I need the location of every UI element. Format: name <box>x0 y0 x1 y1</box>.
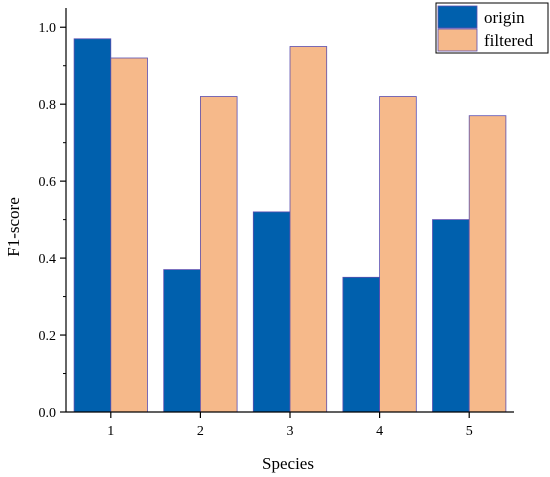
legend: origin filtered <box>435 2 549 54</box>
bar-filtered-4 <box>379 96 417 413</box>
x-tick-label: 4 <box>376 424 383 439</box>
y-tick-label: 0.8 <box>39 98 57 113</box>
legend-label-filtered: filtered <box>484 31 534 50</box>
legend-swatch-origin <box>437 5 478 29</box>
x-tick-label: 5 <box>466 424 473 439</box>
x-tick-label: 1 <box>107 424 114 439</box>
legend-label-origin: origin <box>484 8 525 27</box>
x-tick-label: 3 <box>287 424 294 439</box>
bar-filtered-5 <box>468 115 507 413</box>
x-axis-title: Species <box>262 454 314 473</box>
bar-filtered-3 <box>289 46 328 413</box>
bar-origin-5 <box>432 219 470 413</box>
axes-layer: 0.0 0.2 0.4 0.6 0.8 1.0 1 2 3 4 5 <box>39 8 514 439</box>
bar-origin-4 <box>342 276 380 413</box>
bar-origin-1 <box>73 38 112 413</box>
bars-layer <box>73 38 507 413</box>
y-tick-label: 0.6 <box>39 175 57 190</box>
legend-swatch-filtered <box>437 28 478 52</box>
x-tick-label: 2 <box>197 424 204 439</box>
bar-filtered-2 <box>199 96 238 413</box>
y-tick-label: 1.0 <box>39 21 57 36</box>
y-tick-label: 0.4 <box>39 252 57 267</box>
y-tick-label: 0.2 <box>39 329 57 344</box>
bar-origin-2 <box>163 269 201 413</box>
y-tick-label: 0.0 <box>39 406 57 421</box>
bar-origin-3 <box>252 211 291 413</box>
y-axis-title: F1-score <box>4 197 23 256</box>
bar-filtered-1 <box>110 57 148 413</box>
